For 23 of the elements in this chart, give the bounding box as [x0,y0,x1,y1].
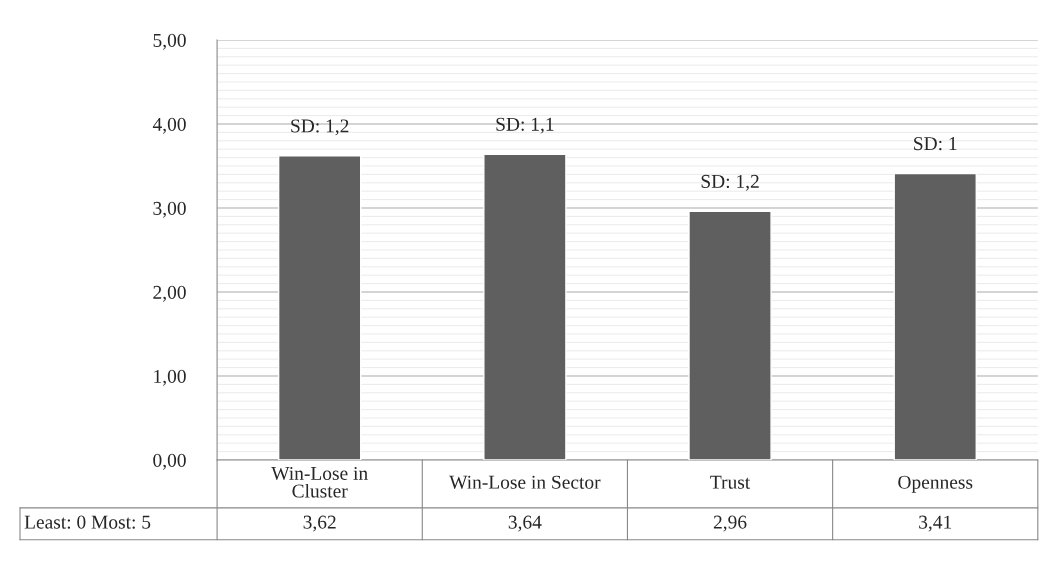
y-tick-label: 3,00 [153,201,186,218]
y-tick-label: 0,00 [153,453,186,470]
data-label: 2,96 [713,515,747,532]
bar [893,172,977,460]
x-tick-label: Trust [710,475,751,489]
data-label: 3,41 [919,515,952,532]
data-label: 3,62 [303,515,336,532]
data-label: 3,64 [508,515,542,532]
y-tick-label: 2,00 [153,285,186,302]
annotation: SD: 1,1 [496,117,554,134]
x-tick-label: Win-Lose in Sector [449,475,601,489]
annotation: SD: 1,2 [701,174,759,191]
text: Least: 0 Most: 5 [24,515,151,529]
bar [277,155,362,460]
bar [483,153,567,460]
annotation: SD: 1,2 [291,119,349,136]
bar [688,210,772,460]
y-tick-label: 1,00 [154,369,186,386]
x-tick-label: Win-Lose in Cluster [271,466,368,498]
annotation: SD: 1 [914,137,957,151]
x-tick-label: Openness [898,475,973,493]
y-tick-label: 4,00 [152,117,186,134]
y-tick-label: 5,00 [153,33,186,50]
